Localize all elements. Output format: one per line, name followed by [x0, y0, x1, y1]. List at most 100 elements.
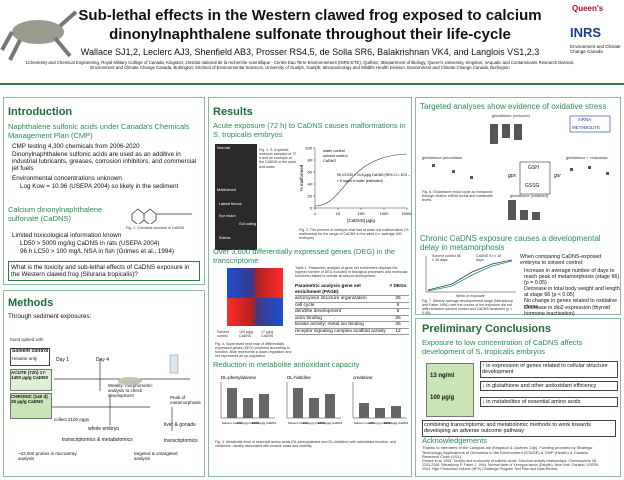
table-cell: kinase activity; metal ion binding — [295, 322, 364, 328]
heading: Introduction — [8, 106, 73, 118]
axis-label: [CaDNS] µg/g — [347, 218, 375, 223]
chart-title: creatinine — [353, 375, 373, 380]
malformation-chart: 0 20 40 60 80 100 1 10 100 1000 10000 [CaDNS] µg/g%… — [299, 146, 411, 224]
table-row: receptor signaling complex scaffold acti… — [295, 329, 409, 336]
table-row: Parametric analysis gene set enrichment … — [295, 284, 409, 297]
subheading: Reduction in metabolite antioxidant capa… — [213, 360, 360, 369]
table-cell: 12 — [395, 328, 401, 334]
table-cell: 6 — [396, 302, 400, 308]
table-cell: 25 — [395, 296, 401, 302]
text: hand spiked with — [10, 337, 44, 342]
axis — [220, 382, 275, 419]
text: collect 2100 eggs — [54, 417, 90, 422]
y-tick-label: 100 — [305, 146, 312, 151]
axis — [352, 382, 407, 419]
text: liver & gonads — [164, 422, 196, 428]
x-label: Solvent Control — [222, 421, 243, 425]
subheading: Calcium dinonylnaphthalene sulfonate (Ca… — [8, 205, 103, 223]
effect: ↑ in expression of genes related to cell… — [480, 361, 618, 378]
table-cell: 25 — [395, 315, 401, 321]
text: targeted & untargeted analysis — [134, 451, 178, 462]
authors: Wallace SJ1,2, Leclerc AJ3, Shenfield AB… — [80, 47, 540, 57]
chart-title: DL-histidine — [287, 375, 311, 380]
subheading: Acute exposure (72 h) to CaDNS causes ma… — [213, 121, 406, 139]
glutathione-figure — [432, 115, 611, 220]
caption: Fig. 3. Metabolite level of essential am… — [215, 440, 396, 449]
bar — [309, 398, 319, 418]
x-label: 100 µg/g CaDNS — [237, 421, 260, 425]
table-cell: actomyosin structure organization — [295, 296, 367, 302]
text: Through sediment exposures: — [8, 313, 92, 320]
chart-title: DL-phenylalanine — [221, 375, 257, 380]
table-cell: 25 — [395, 322, 401, 328]
table-cell: Parametric analysis gene set enrichment … — [295, 284, 361, 295]
legend: CaDNS — [323, 159, 336, 163]
x-label: 1400 µg/g CaDNS — [252, 421, 276, 425]
table-cell: actin binding — [295, 315, 322, 321]
subheading: Acknowledgements — [422, 436, 488, 445]
bar — [391, 406, 401, 418]
structure — [131, 208, 192, 224]
table-row: actomyosin structure organization 25 — [295, 296, 409, 303]
bullet: Decrease in dio2 expression (thyroid hor… — [524, 305, 610, 318]
caption: Fig. 6. Glutathione redox cycle as measu… — [422, 190, 493, 203]
methods-panel: Methods Through sediment exposures: hand… — [3, 290, 205, 477]
x-tick-label: 10 — [336, 211, 341, 216]
text: transcriptomics & metabolomics — [62, 437, 133, 443]
label: Solvent control — [217, 330, 229, 339]
heading: Targeted analyses show evidence of oxida… — [420, 102, 607, 111]
bullet: Increase in average number of days to re… — [524, 268, 620, 287]
y-tick-label: 80 — [308, 158, 313, 163]
x-label: Solvent Control — [288, 421, 309, 425]
axis-label: Week of exposure — [456, 294, 485, 298]
label: 100 µg/g CaDNS — [239, 330, 254, 339]
title-line: dinonylnaphthalene sulfonate throughout … — [109, 26, 511, 43]
label: glutathione + reductase — [566, 155, 608, 160]
legend: METABOLITE — [572, 125, 601, 130]
x-tick-label: 1 — [314, 211, 317, 216]
subheading: Naphthalene sulfonic acids under Canada'… — [8, 122, 190, 140]
bullet: Decrease in total body weight and length… — [524, 286, 620, 299]
note: combining transcriptomic and metabolomic… — [422, 420, 616, 437]
dose: 100 µg/g — [430, 395, 455, 401]
label: Normal — [217, 145, 230, 150]
label: gpx — [508, 173, 517, 179]
embryo-photos — [215, 144, 257, 250]
text: Thanks to members of the Langlois lab (K… — [422, 445, 593, 460]
label: glutathione (reduced) — [492, 113, 530, 118]
y-tick-label: 60 — [308, 170, 313, 175]
results-panel: Results Acute exposure (72 h) to CaDNS c… — [208, 97, 412, 477]
x-label: Solvent Control — [354, 421, 375, 425]
bullet: CMP testing 4,300 chemicals from 2006-20… — [12, 143, 140, 150]
label: glutathione (oxidized) — [510, 193, 549, 198]
label: Malformed — [217, 187, 236, 192]
bar — [375, 408, 385, 418]
rule — [0, 83, 624, 85]
bullet: Environmental concentrations unknown — [12, 175, 122, 182]
label: GSSG — [525, 183, 540, 189]
x-tick-label: 10000 — [401, 211, 411, 216]
box: ACUTE (72h) 17-1400 µg/g CaDNS — [10, 369, 52, 391]
bullet: No change in genes related to oxidative … — [524, 298, 618, 311]
text: transcriptomics — [164, 438, 198, 444]
logo: Environment and Climate Change Canada — [570, 44, 621, 55]
title-line: Sub-lethal effects in the Western clawed… — [78, 7, 542, 24]
table-row: kinase activity; metal ion binding 25 — [295, 322, 409, 329]
bullet: Limited toxicological information known — [12, 232, 122, 239]
caption: Fig. 7. Weekly average developmental sta… — [422, 299, 513, 316]
table-cell: receptor signaling complex scaffold acti… — [295, 328, 386, 334]
label: Edema — [219, 236, 231, 240]
bar — [359, 403, 369, 418]
label: Lateral flexure — [219, 202, 242, 206]
bullet: Dinonylnaphthalene sulfonic acids are us… — [12, 151, 197, 173]
affiliations: 1Chemistry and Chemical Engineering, Roy… — [25, 60, 575, 70]
question-box: What is the toxicity and sub-lethal effe… — [8, 261, 200, 282]
bar — [325, 394, 335, 418]
axis-label: % malformed — [299, 164, 304, 191]
legend: water control — [323, 149, 345, 153]
dose: 13 ng/ml — [430, 373, 455, 379]
heading: Results — [213, 106, 253, 118]
box: CHRONIC (140 d) 25 µg/g CaDNS — [10, 393, 52, 419]
intro-panel: Introduction Naphthalene sulfonic acids … — [3, 97, 205, 285]
